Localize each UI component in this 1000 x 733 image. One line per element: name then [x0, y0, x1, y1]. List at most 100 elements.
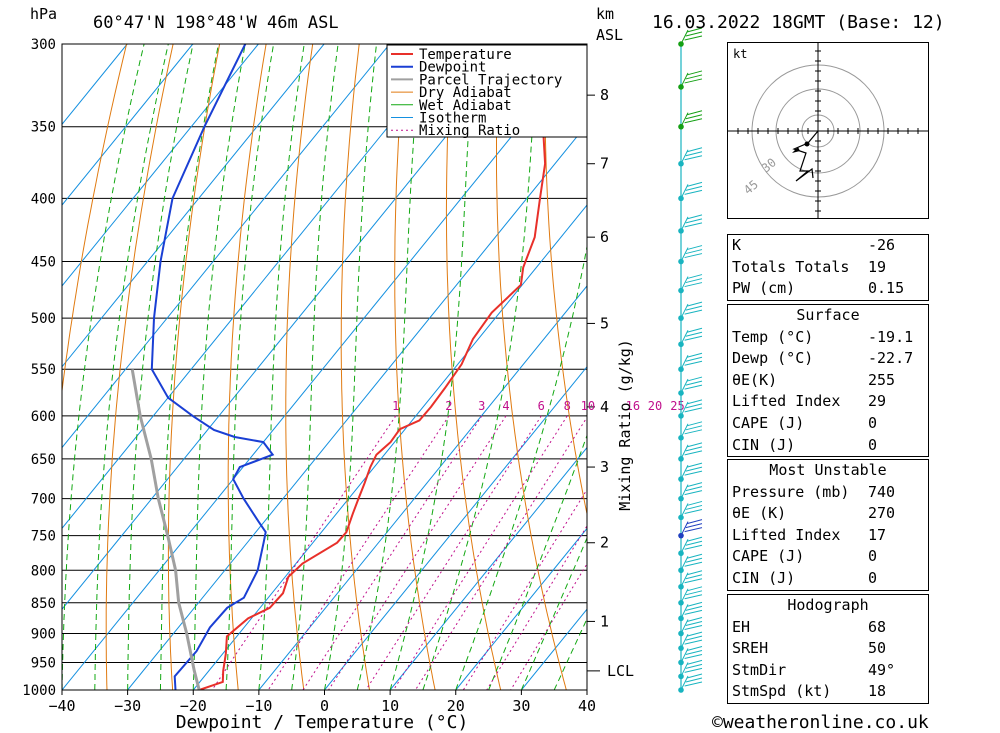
wind-barb-feather	[684, 35, 703, 41]
surface-table: Surface Temp (°C) -19.1 Dewp (°C) -22.7 θE…	[727, 304, 929, 458]
wind-barb-feather	[684, 450, 703, 456]
wind-barb-feather	[684, 222, 703, 228]
row-value: 18	[868, 682, 887, 701]
wind-barb-feather	[684, 578, 703, 584]
wind-barb-feather	[686, 274, 703, 280]
pressure-tick-label: 700	[31, 492, 56, 508]
pressure-tick-label: 900	[31, 626, 56, 642]
wind-barb-feather	[685, 403, 703, 409]
wind-barb-feather	[685, 523, 703, 529]
temperature-tick-label: −30	[114, 697, 141, 715]
pressure-tick-label: 400	[31, 191, 56, 207]
wind-barb-feather	[686, 27, 703, 33]
wind-barb-feather	[684, 253, 703, 259]
wind-barb-feather	[684, 561, 703, 567]
mixing-ratio-line	[211, 415, 397, 690]
row-value: 29	[868, 392, 887, 411]
row-label: K	[732, 236, 742, 254]
wind-barb-shaft	[680, 572, 689, 588]
wind-barb-shaft	[680, 633, 689, 649]
wind-barb-shaft	[680, 619, 689, 634]
row-value: 17	[868, 525, 887, 544]
row-label: StmDir	[732, 660, 787, 679]
row-value: 270	[868, 504, 896, 523]
height-km-label: 5	[600, 314, 609, 332]
wind-barb-feather	[686, 110, 703, 116]
height-km-label: 8	[600, 86, 609, 104]
mixing-ratio-value-label: 8	[564, 399, 571, 413]
pressure-tick-label: 500	[31, 311, 56, 327]
mixing-ratio-line	[510, 562, 587, 690]
wind-barb-shaft	[680, 675, 689, 691]
wind-barb-feather	[686, 553, 703, 559]
wind-barb-shaft	[680, 72, 689, 88]
wind-barb-feather	[685, 305, 703, 311]
mixing-ratio-line	[267, 415, 450, 690]
hodograph-panel: kt 30 45	[727, 42, 929, 219]
wind-barb-feather	[684, 335, 703, 341]
wind-barb-feather	[684, 189, 703, 195]
table-row: Lifted Index 29	[728, 391, 928, 413]
row-value: -26	[868, 236, 896, 254]
row-value: 255	[868, 370, 896, 389]
table-row: StmSpd (kt) 18	[728, 681, 928, 703]
wet-adiabat-line	[553, 617, 587, 690]
wind-barb-feather	[684, 78, 703, 84]
pressure-tick-label: 350	[31, 120, 56, 136]
mixing-ratio-value-label: 3	[478, 399, 485, 413]
temperature-tick-label: 20	[447, 697, 465, 715]
dry-adiabat-line	[496, 44, 567, 690]
mixing-ratio-lines	[211, 415, 587, 690]
table-row: EH 68	[728, 617, 928, 639]
table-row: CAPE (J) 0	[728, 546, 928, 568]
wind-barb-feather	[685, 278, 703, 284]
dry-adiabat-line	[394, 44, 436, 690]
temperature-tick-label: 10	[381, 697, 399, 715]
isotherm-line	[62, 44, 194, 206]
temperature-tick-label: −40	[48, 697, 75, 715]
wind-barb-shaft	[680, 604, 689, 619]
dry-adiabat-line	[105, 44, 174, 690]
pressure-tick-label: 1000	[22, 683, 56, 699]
table-row: Temp (°C) -19.1	[728, 327, 928, 349]
temperature-tick-labels: −40 −30 −20 −10 0 10 20 30 40	[48, 690, 596, 715]
wind-barb-feather	[686, 214, 703, 220]
km-unit-label: km	[596, 5, 614, 23]
wind-barb-feather	[684, 527, 703, 533]
row-label: Lifted Index	[732, 392, 841, 411]
wind-barb-feather	[684, 653, 703, 659]
wind-barb-feather	[686, 659, 703, 665]
wind-barb-feather	[685, 677, 703, 683]
wind-barb-feather	[686, 442, 703, 448]
isotherm-line	[62, 44, 456, 530]
pressure-tick-label: 450	[31, 255, 56, 271]
wet-adiabat-line	[94, 44, 169, 690]
wind-barb-shaft	[680, 247, 689, 262]
wind-barb-feather	[686, 482, 703, 488]
wind-barb-shaft	[680, 378, 689, 394]
wet-adiabat-line	[422, 44, 538, 690]
pressure-tick-label: 550	[31, 362, 56, 378]
isotherm-line	[62, 44, 259, 287]
copyright-label: ©weatheronline.co.uk	[712, 712, 929, 733]
row-value: 0	[868, 547, 878, 566]
wind-barb-feather	[685, 663, 703, 669]
row-value: 0	[868, 413, 878, 432]
wet-adiabat-line	[291, 44, 339, 690]
wind-barb-shaft	[680, 355, 689, 370]
wind-barb-shaft	[680, 444, 689, 460]
wind-barb-feather	[686, 352, 703, 358]
wind-barb-feather	[686, 645, 703, 651]
row-value: 68	[868, 617, 887, 636]
wind-barb-feather	[686, 536, 703, 542]
mixing-ratio-line	[365, 415, 542, 690]
wind-barb-feather	[686, 631, 703, 637]
mixing-ratio-value-label: 20	[648, 399, 662, 413]
wet-adiabat-line	[159, 44, 219, 690]
asl-unit-label: ASL	[596, 26, 623, 44]
datetime-title: 16.03.2022 18GMT (Base: 12)	[652, 12, 945, 33]
wind-barb-feather	[685, 218, 703, 224]
mixing-ratio-value-label: 2	[445, 399, 452, 413]
wind-barb-feather	[684, 624, 703, 630]
wind-barb-feather	[684, 609, 703, 615]
